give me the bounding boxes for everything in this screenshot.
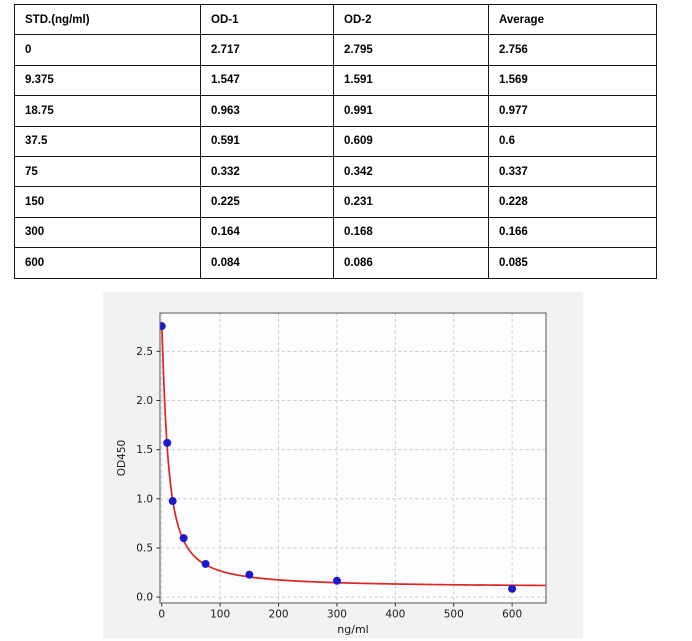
table-cell: 0.231 xyxy=(333,186,489,218)
table-row: 600 0.084 0.086 0.085 xyxy=(14,247,657,279)
y-tick-label: 2.0 xyxy=(136,395,153,407)
plot-area xyxy=(160,313,546,603)
standard-curve-figure: 0 100 200 300 400 500 600 0.0 0.5 1.0 1.5 2.0 2.5 ng/… xyxy=(103,292,583,638)
table-header-cell: STD.(ng/ml) xyxy=(14,3,201,36)
table-cell: 0.085 xyxy=(488,247,657,279)
table-cell: 2.795 xyxy=(333,34,489,66)
plot-border xyxy=(159,312,547,604)
table-cell: 75 xyxy=(14,155,201,188)
table-cell: 0.164 xyxy=(200,216,334,249)
x-tick-label: 500 xyxy=(444,609,464,621)
table-row: 300 0.164 0.168 0.166 xyxy=(14,216,657,249)
table-cell: 0.963 xyxy=(200,95,334,127)
y-axis-label: OD450 xyxy=(116,440,128,476)
x-tick-label: 0 xyxy=(158,609,165,621)
x-tick-label: 400 xyxy=(385,609,405,621)
table-cell: 0.609 xyxy=(333,125,489,157)
standard-curve-svg: 0 100 200 300 400 500 600 0.0 0.5 1.0 1.5 2.0 2.5 ng/… xyxy=(103,292,583,638)
data-point xyxy=(179,534,188,543)
table-cell: 0.166 xyxy=(488,216,657,249)
x-tick-label: 100 xyxy=(210,609,230,621)
table-cell: 0.332 xyxy=(200,155,334,188)
y-tick-label: 1.0 xyxy=(136,493,153,505)
table-cell: 0.591 xyxy=(200,125,334,157)
data-point xyxy=(245,570,254,579)
table-row: 37.5 0.591 0.609 0.6 xyxy=(14,125,657,157)
table-body: 0 2.717 2.795 2.756 9.375 1.547 1.591 1.569 18.7… xyxy=(14,34,657,279)
table-cell: 1.547 xyxy=(200,64,334,97)
table-row: 150 0.225 0.231 0.228 xyxy=(14,186,657,218)
standards-table: STD.(ng/ml) OD-1 OD-2 Average 0 2.717 2.795 2.… xyxy=(14,3,657,279)
data-point xyxy=(168,497,177,506)
x-tick-label: 600 xyxy=(502,609,522,621)
table-cell: 0.225 xyxy=(200,186,334,218)
table-cell: 150 xyxy=(14,186,201,218)
data-point xyxy=(201,559,210,568)
table-cell: 0.086 xyxy=(333,247,489,279)
table-header-cell: Average xyxy=(488,3,657,36)
table-cell: 300 xyxy=(14,216,201,249)
data-points xyxy=(160,322,517,593)
x-tick-label: 200 xyxy=(269,609,289,621)
table-cell: 2.756 xyxy=(488,34,657,66)
table-cell: 0.977 xyxy=(488,95,657,127)
y-tick-label: 2.5 xyxy=(136,346,153,358)
table-cell: 600 xyxy=(14,247,201,279)
table-cell: 0.6 xyxy=(488,125,657,157)
table-row: 75 0.332 0.342 0.337 xyxy=(14,155,657,188)
table-cell: 0.991 xyxy=(333,95,489,127)
table-row: 9.375 1.547 1.591 1.569 xyxy=(14,64,657,97)
table-cell: 9.375 xyxy=(14,64,201,97)
table-header-row: STD.(ng/ml) OD-1 OD-2 Average xyxy=(14,3,657,36)
table-cell: 18.75 xyxy=(14,95,201,127)
table-row: 0 2.717 2.795 2.756 xyxy=(14,34,657,66)
table-cell: 0.084 xyxy=(200,247,334,279)
table-header-cell: OD-2 xyxy=(333,3,489,36)
table-cell: 1.569 xyxy=(488,64,657,97)
table-cell: 0 xyxy=(14,34,201,66)
data-point xyxy=(163,438,172,447)
table-cell: 0.342 xyxy=(333,155,489,188)
table-header-cell: OD-1 xyxy=(200,3,334,36)
x-tick-label: 300 xyxy=(327,609,347,621)
table-row: 18.75 0.963 0.991 0.977 xyxy=(14,95,657,127)
table-cell: 0.168 xyxy=(333,216,489,249)
y-tick-label: 0.0 xyxy=(136,592,153,604)
y-tick-label: 0.5 xyxy=(136,542,153,554)
table-cell: 2.717 xyxy=(200,34,334,66)
y-tick-label: 1.5 xyxy=(136,444,153,456)
table-cell: 0.337 xyxy=(488,155,657,188)
data-point xyxy=(160,322,166,331)
data-point xyxy=(332,576,341,585)
data-point xyxy=(508,584,517,593)
table-cell: 37.5 xyxy=(14,125,201,157)
table-cell: 1.591 xyxy=(333,64,489,97)
table-cell: 0.228 xyxy=(488,186,657,218)
x-axis-label: ng/ml xyxy=(337,623,368,636)
